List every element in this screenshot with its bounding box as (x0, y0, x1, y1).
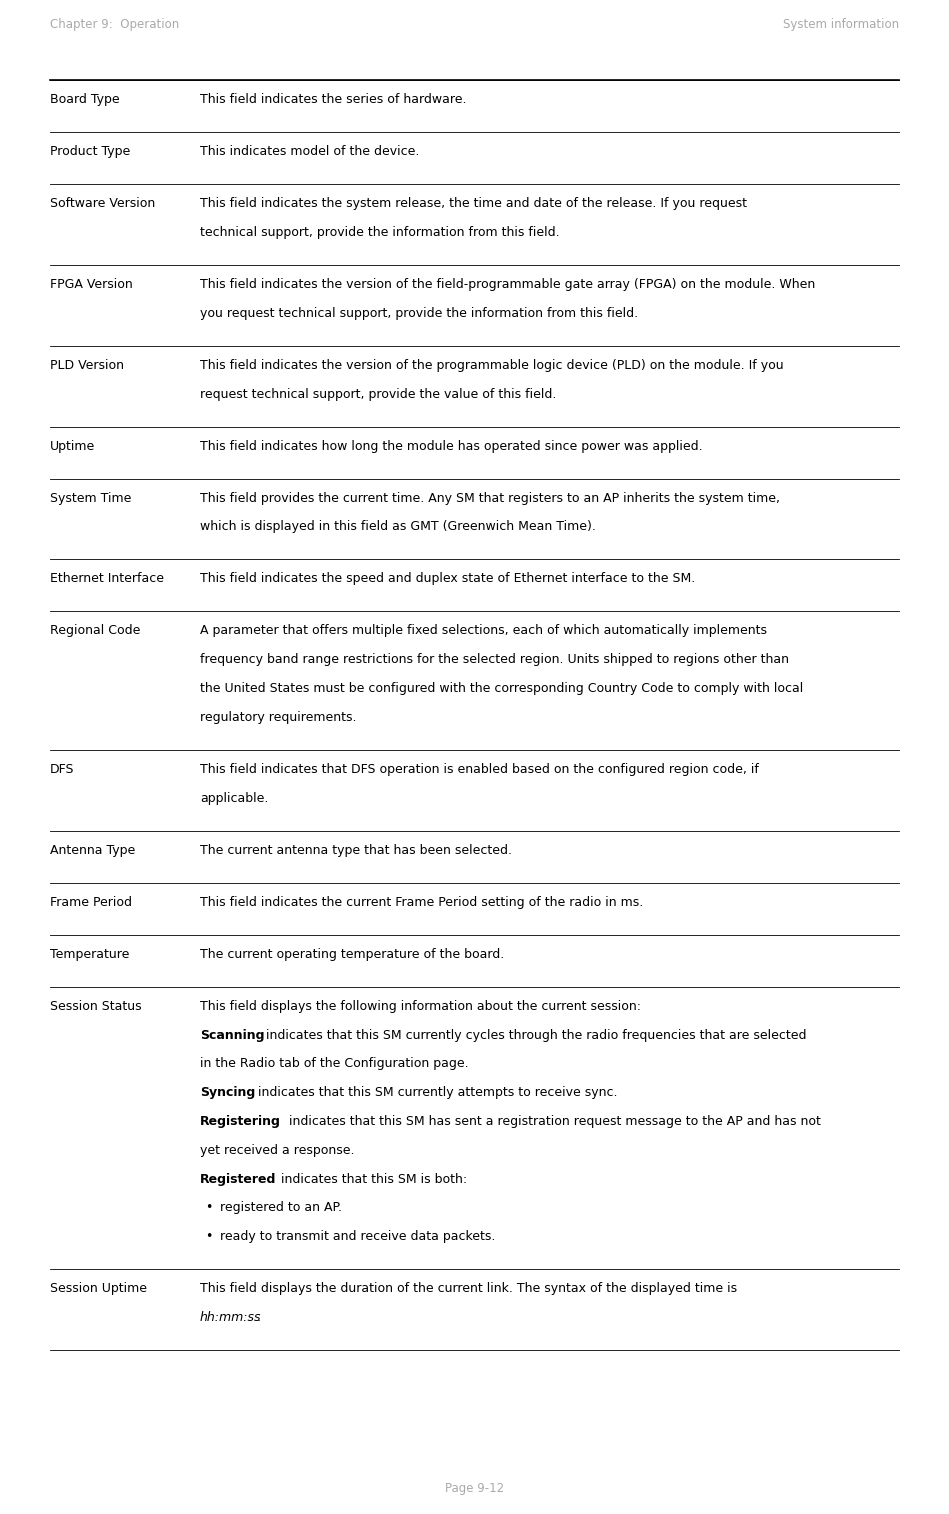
Text: Page 9-12: Page 9-12 (445, 1482, 504, 1494)
Text: applicable.: applicable. (200, 792, 269, 804)
Text: Software Version: Software Version (50, 197, 156, 210)
Text: Session Uptime: Session Uptime (50, 1282, 147, 1294)
Text: Syncing: Syncing (200, 1086, 255, 1099)
Text: Frame Period: Frame Period (50, 896, 132, 908)
Text: Session Status: Session Status (50, 999, 141, 1013)
Text: This field indicates the current Frame Period setting of the radio in ms.: This field indicates the current Frame P… (200, 896, 643, 908)
Text: Temperature: Temperature (50, 948, 129, 961)
Text: Registered: Registered (200, 1172, 276, 1185)
Text: Registering: Registering (200, 1114, 281, 1128)
Text: •: • (205, 1201, 213, 1214)
Text: indicates that this SM currently attempts to receive sync.: indicates that this SM currently attempt… (254, 1086, 618, 1099)
Text: registered to an AP.: registered to an AP. (220, 1201, 342, 1214)
Text: This field provides the current time. Any SM that registers to an AP inherits th: This field provides the current time. An… (200, 492, 780, 504)
Text: This indicates model of the device.: This indicates model of the device. (200, 145, 419, 157)
Text: This field indicates the version of the programmable logic device (PLD) on the m: This field indicates the version of the … (200, 359, 784, 372)
Text: This field displays the following information about the current session:: This field displays the following inform… (200, 999, 641, 1013)
Text: in the Radio tab of the Configuration page.: in the Radio tab of the Configuration pa… (200, 1057, 469, 1070)
Text: DFS: DFS (50, 763, 75, 775)
Text: Uptime: Uptime (50, 439, 95, 453)
Text: This field indicates the series of hardware.: This field indicates the series of hardw… (200, 92, 467, 106)
Text: Antenna Type: Antenna Type (50, 843, 136, 857)
Text: Product Type: Product Type (50, 145, 130, 157)
Text: This field indicates that DFS operation is enabled based on the configured regio: This field indicates that DFS operation … (200, 763, 759, 775)
Text: •: • (205, 1231, 213, 1243)
Text: Regional Code: Regional Code (50, 624, 140, 637)
Text: Scanning: Scanning (200, 1028, 265, 1042)
Text: hh:mm:ss: hh:mm:ss (200, 1311, 262, 1323)
Text: FPGA Version: FPGA Version (50, 279, 133, 291)
Text: indicates that this SM has sent a registration request message to the AP and has: indicates that this SM has sent a regist… (286, 1114, 821, 1128)
Text: ready to transmit and receive data packets.: ready to transmit and receive data packe… (220, 1231, 495, 1243)
Text: Chapter 9:  Operation: Chapter 9: Operation (50, 18, 179, 30)
Text: This field indicates how long the module has operated since power was applied.: This field indicates how long the module… (200, 439, 702, 453)
Text: Board Type: Board Type (50, 92, 120, 106)
Text: frequency band range restrictions for the selected region. Units shipped to regi: frequency band range restrictions for th… (200, 653, 789, 666)
Text: indicates that this SM currently cycles through the radio frequencies that are s: indicates that this SM currently cycles … (262, 1028, 807, 1042)
Text: System Time: System Time (50, 492, 131, 504)
Text: .: . (257, 1311, 261, 1323)
Text: indicates that this SM is both:: indicates that this SM is both: (277, 1172, 468, 1185)
Text: The current antenna type that has been selected.: The current antenna type that has been s… (200, 843, 512, 857)
Text: System information: System information (783, 18, 899, 30)
Text: which is displayed in this field as GMT (Greenwich Mean Time).: which is displayed in this field as GMT … (200, 521, 596, 533)
Text: The current operating temperature of the board.: The current operating temperature of the… (200, 948, 504, 961)
Text: yet received a response.: yet received a response. (200, 1143, 355, 1157)
Text: regulatory requirements.: regulatory requirements. (200, 710, 357, 724)
Text: This field indicates the speed and duplex state of Ethernet interface to the SM.: This field indicates the speed and duple… (200, 572, 696, 586)
Text: technical support, provide the information from this field.: technical support, provide the informati… (200, 226, 560, 239)
Text: A parameter that offers multiple fixed selections, each of which automatically i: A parameter that offers multiple fixed s… (200, 624, 767, 637)
Text: This field displays the duration of the current link. The syntax of the displaye: This field displays the duration of the … (200, 1282, 737, 1294)
Text: PLD Version: PLD Version (50, 359, 124, 372)
Text: request technical support, provide the value of this field.: request technical support, provide the v… (200, 388, 556, 401)
Text: Ethernet Interface: Ethernet Interface (50, 572, 164, 586)
Text: This field indicates the version of the field-programmable gate array (FPGA) on : This field indicates the version of the … (200, 279, 815, 291)
Text: you request technical support, provide the information from this field.: you request technical support, provide t… (200, 307, 638, 319)
Text: the United States must be configured with the corresponding Country Code to comp: the United States must be configured wit… (200, 681, 803, 695)
Text: This field indicates the system release, the time and date of the release. If yo: This field indicates the system release,… (200, 197, 747, 210)
